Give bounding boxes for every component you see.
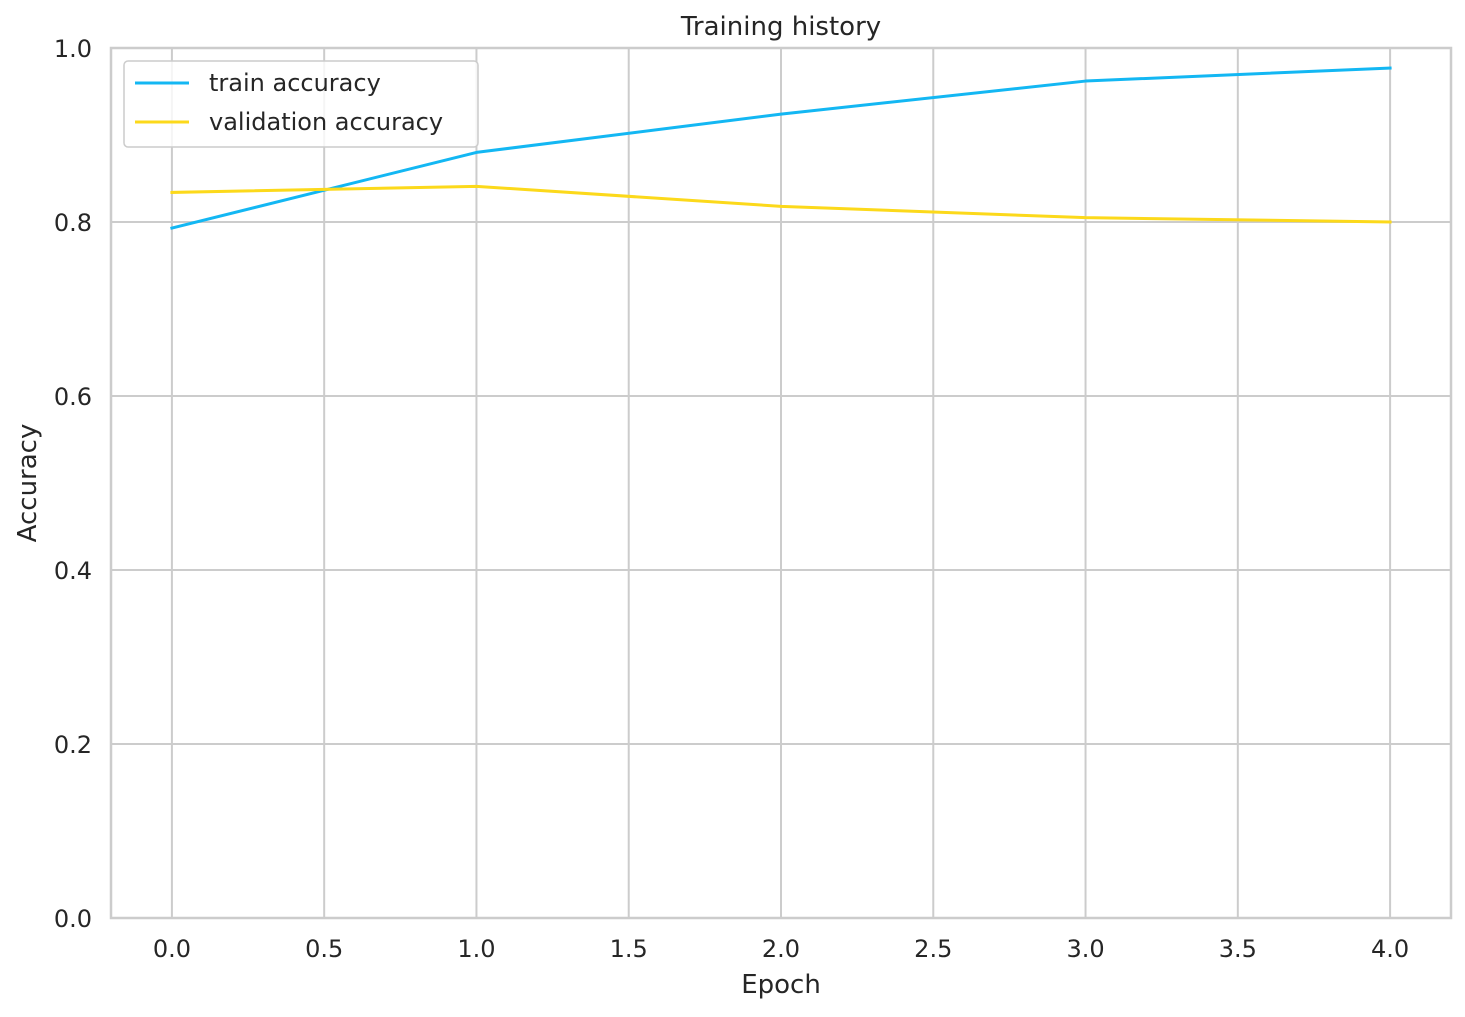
x-tick-label: 2.0 xyxy=(762,935,800,963)
y-tick-label: 0.2 xyxy=(54,731,92,759)
legend: train accuracy validation accuracy xyxy=(123,60,479,148)
x-tick-label: 2.5 xyxy=(914,935,952,963)
chart-title: Training history xyxy=(680,12,881,42)
y-axis-ticks: 0.0 0.2 0.4 0.6 0.8 1.0 xyxy=(54,35,92,933)
x-tick-label: 3.5 xyxy=(1219,935,1257,963)
axes-frame xyxy=(109,46,1453,920)
x-tick-label: 4.0 xyxy=(1371,935,1409,963)
x-axis-ticks: 0.0 0.5 1.0 1.5 2.0 2.5 3.0 3.5 4.0 xyxy=(153,935,1409,963)
x-tick-label: 0.5 xyxy=(305,935,343,963)
legend-label-validation-accuracy: validation accuracy xyxy=(209,108,443,136)
y-tick-label: 0.8 xyxy=(54,209,92,237)
x-tick-label: 1.0 xyxy=(457,935,495,963)
y-tick-label: 0.4 xyxy=(54,557,92,585)
series-line-train-accuracy xyxy=(170,66,1392,230)
x-tick-label: 1.5 xyxy=(610,935,648,963)
grid xyxy=(111,47,1451,919)
x-tick-label: 0.0 xyxy=(153,935,191,963)
y-tick-label: 0.0 xyxy=(54,905,92,933)
y-tick-label: 0.6 xyxy=(54,383,92,411)
y-axis-label: Accuracy xyxy=(13,424,43,543)
series-layer xyxy=(170,66,1392,230)
x-tick-label: 3.0 xyxy=(1066,935,1104,963)
legend-label-train-accuracy: train accuracy xyxy=(209,69,381,97)
series-line-validation-accuracy xyxy=(170,184,1392,224)
legend-box xyxy=(123,60,479,148)
legend-items: train accuracy validation accuracy xyxy=(135,69,443,136)
x-axis-label: Epoch xyxy=(741,970,821,1000)
y-tick-label: 1.0 xyxy=(54,35,92,63)
